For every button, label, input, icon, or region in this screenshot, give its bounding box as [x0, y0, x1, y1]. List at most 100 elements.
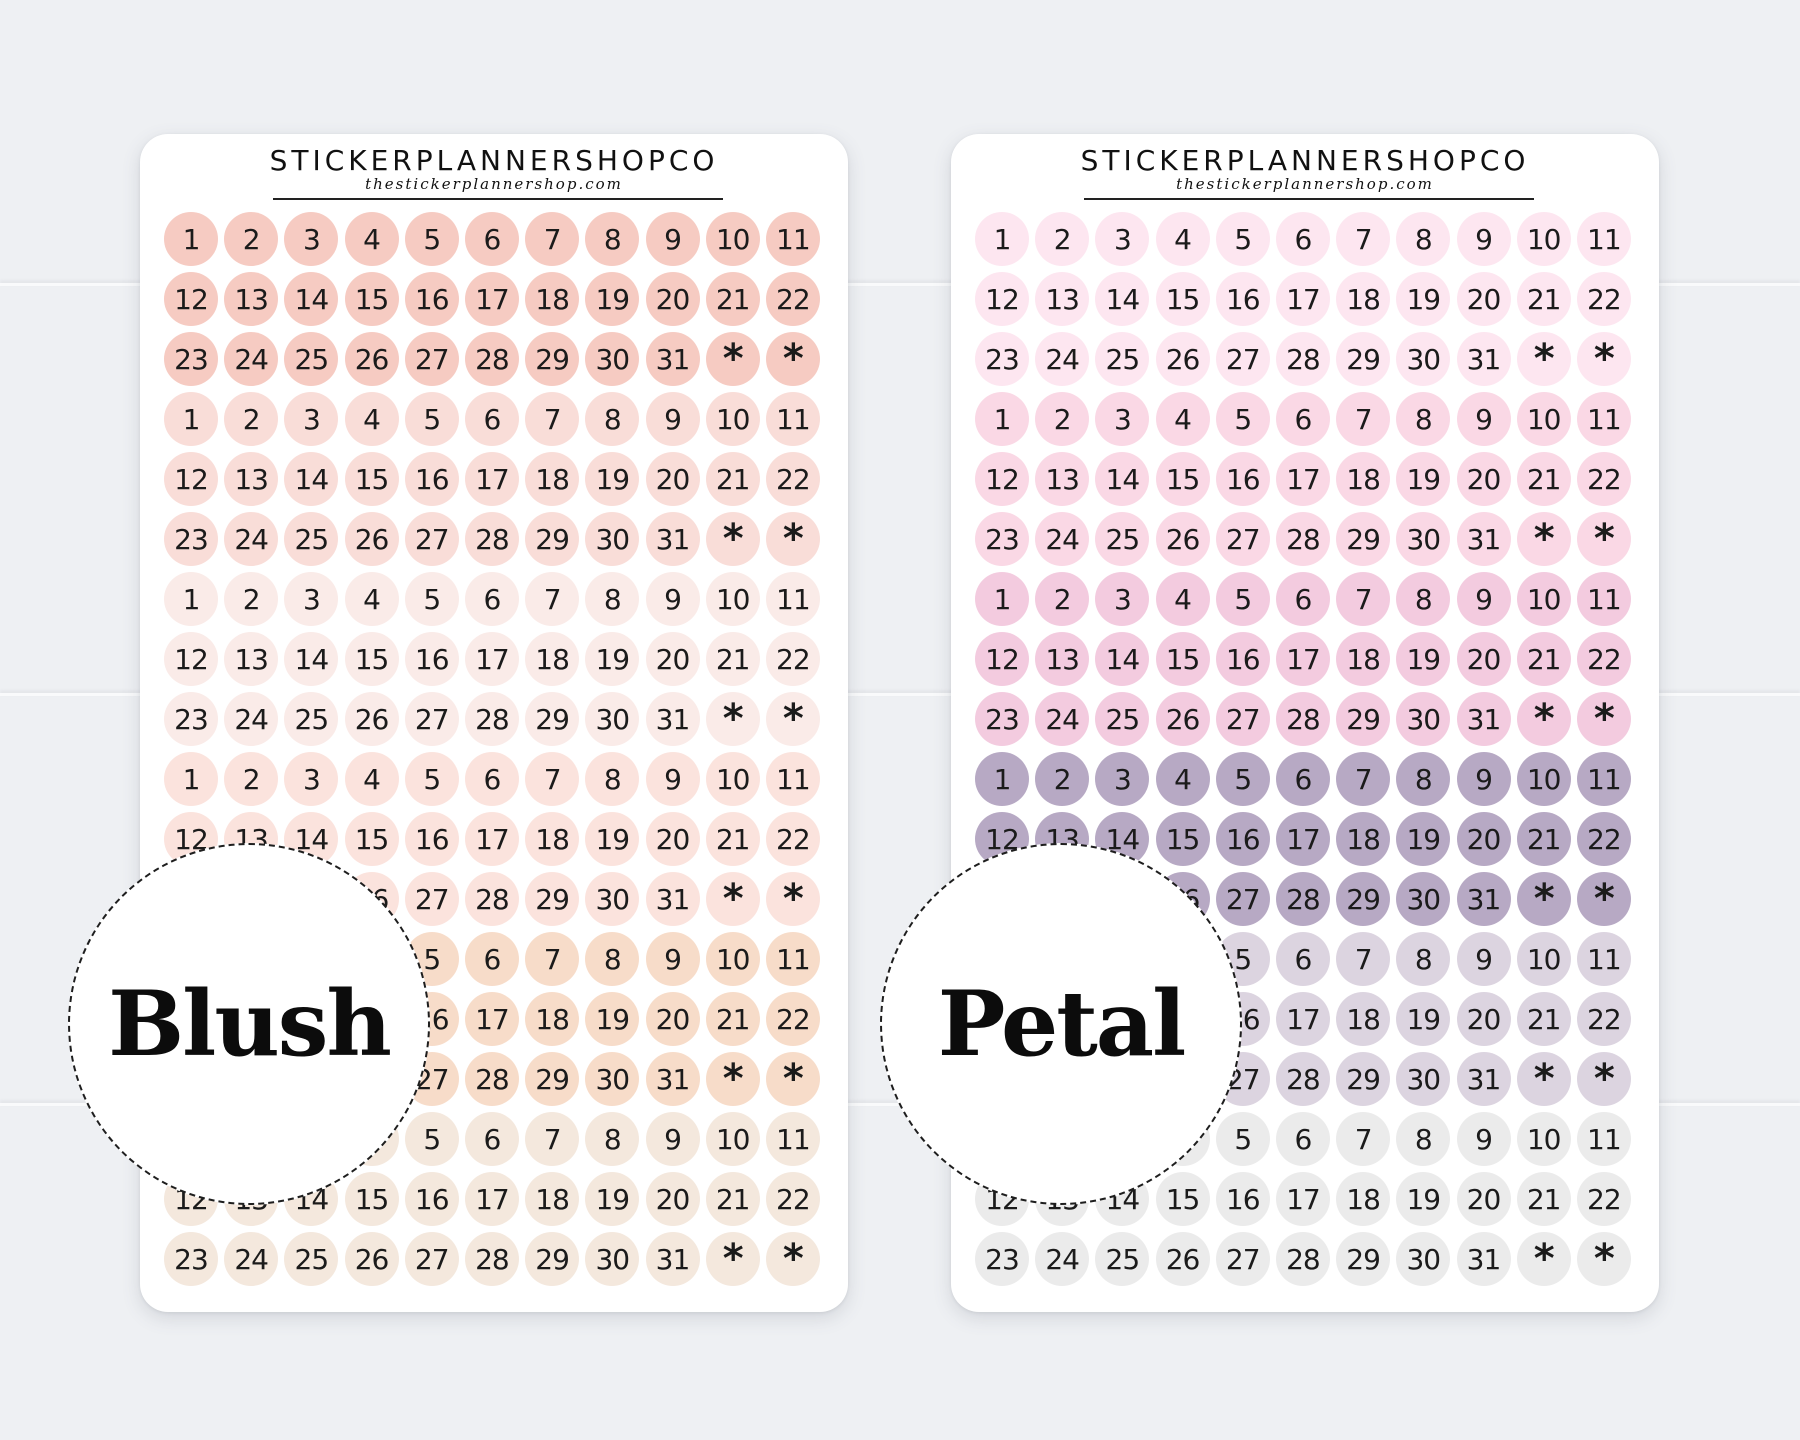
- sticker-dot: 16: [1215, 452, 1270, 506]
- brand-url: thestickerplannershop.com: [1176, 175, 1434, 193]
- sticker-dot: 30: [1396, 1052, 1451, 1106]
- sticker-dot: 18: [525, 272, 580, 326]
- sticker-dot: 31: [645, 332, 700, 386]
- sticker-dot: 28: [1275, 1052, 1330, 1106]
- sticker-dot: 27: [404, 1232, 459, 1286]
- sticker-dot: 30: [1396, 1232, 1451, 1286]
- sticker-dot: 5: [1215, 572, 1270, 626]
- sticker-dot-asterisk: *: [765, 692, 820, 746]
- sticker-dot: 14: [284, 632, 339, 686]
- sticker-dot: 27: [404, 872, 459, 926]
- sticker-dot: 29: [525, 332, 580, 386]
- sticker-dot: 15: [1155, 632, 1210, 686]
- sticker-dot: 18: [1336, 632, 1391, 686]
- sticker-dot: 30: [1396, 512, 1451, 566]
- sticker-dot: 13: [1035, 452, 1090, 506]
- sticker-dot: 30: [585, 692, 640, 746]
- sticker-dot: 16: [1215, 812, 1270, 866]
- sticker-dot: 11: [765, 932, 820, 986]
- sticker-dot: 17: [464, 272, 519, 326]
- sticker-dot: 16: [404, 1172, 459, 1226]
- sticker-dot: 26: [1155, 512, 1210, 566]
- sticker-dot: 10: [705, 1112, 760, 1166]
- sticker-dot-asterisk: *: [765, 332, 820, 386]
- sticker-dot: 3: [284, 392, 339, 446]
- sticker-dot: 11: [765, 392, 820, 446]
- sticker-dot: 19: [1396, 632, 1451, 686]
- sticker-dot: 26: [1155, 1232, 1210, 1286]
- sticker-grid: 1 2 3 4 5 6 7 8 9 10 11 12 13 14 15 16 17 18 19 20 21 22 23 24 2…: [164, 212, 826, 1286]
- sticker-dot: 9: [645, 752, 700, 806]
- sticker-dot: 21: [1516, 452, 1571, 506]
- sticker-dot: 7: [1336, 1112, 1391, 1166]
- sticker-dot: 24: [1035, 512, 1090, 566]
- sticker-dot: 4: [1155, 392, 1210, 446]
- sticker-dot: 2: [1035, 392, 1090, 446]
- sticker-dot: 3: [284, 572, 339, 626]
- sticker-dot: 11: [1576, 392, 1631, 446]
- sticker-sheet-petal: STICKERPLANNERSHOPCO thestickerplannersh…: [951, 134, 1659, 1312]
- sticker-dot: 2: [1035, 752, 1090, 806]
- sticker-dot: 22: [765, 812, 820, 866]
- sticker-dot: 30: [1396, 692, 1451, 746]
- sticker-dot: 27: [1215, 332, 1270, 386]
- sticker-dot: 6: [1275, 1112, 1330, 1166]
- sticker-dot: 20: [1456, 632, 1511, 686]
- sticker-dot: 24: [224, 332, 279, 386]
- sticker-dot-asterisk: *: [1576, 1232, 1631, 1286]
- sticker-dot-asterisk: *: [765, 872, 820, 926]
- sticker-dot: 5: [404, 1112, 459, 1166]
- sticker-dot: 3: [1095, 572, 1150, 626]
- sticker-dot: 12: [975, 452, 1029, 506]
- sticker-dot: 9: [645, 212, 700, 266]
- sticker-dot: 20: [1456, 992, 1511, 1046]
- sticker-dot: 27: [1215, 1232, 1270, 1286]
- sticker-dot: 21: [705, 992, 760, 1046]
- sticker-dot: 9: [1456, 572, 1511, 626]
- sticker-dot: 16: [404, 632, 459, 686]
- sticker-dot: 8: [585, 752, 640, 806]
- sticker-dot: 31: [645, 512, 700, 566]
- sticker-dot: 29: [525, 692, 580, 746]
- sticker-dot: 4: [344, 212, 399, 266]
- sticker-dot: 19: [1396, 1172, 1451, 1226]
- sticker-dot: 18: [1336, 812, 1391, 866]
- sticker-dot: 11: [1576, 212, 1631, 266]
- sticker-dot: 17: [464, 992, 519, 1046]
- sticker-dot: 12: [975, 272, 1029, 326]
- sticker-dot: 1: [164, 752, 218, 806]
- sticker-dot: 4: [344, 392, 399, 446]
- brand-name: STICKERPLANNERSHOPCO: [269, 144, 719, 177]
- sticker-dot: 13: [224, 452, 279, 506]
- sticker-dot: 7: [1336, 932, 1391, 986]
- sticker-dot: 4: [1155, 212, 1210, 266]
- sticker-dot: 10: [705, 212, 760, 266]
- sticker-dot-asterisk: *: [1516, 1232, 1571, 1286]
- sticker-dot: 29: [1336, 512, 1391, 566]
- sticker-dot: 22: [1576, 812, 1631, 866]
- sticker-dot-asterisk: *: [765, 1232, 820, 1286]
- sticker-dot: 4: [1155, 572, 1210, 626]
- sticker-dot: 6: [464, 212, 519, 266]
- sticker-dot: 24: [1035, 332, 1090, 386]
- sticker-dot: 25: [284, 1232, 339, 1286]
- sticker-dot: 22: [1576, 992, 1631, 1046]
- sticker-dot: 31: [1456, 512, 1511, 566]
- sticker-dot: 17: [1275, 452, 1330, 506]
- sticker-dot: 1: [164, 392, 218, 446]
- sticker-dot: 28: [1275, 692, 1330, 746]
- sticker-dot: 3: [284, 212, 339, 266]
- sticker-dot-asterisk: *: [705, 692, 760, 746]
- sticker-dot: 14: [1095, 452, 1150, 506]
- sticker-dot: 22: [1576, 452, 1631, 506]
- sticker-dot: 16: [1215, 272, 1270, 326]
- sticker-dot: 28: [1275, 332, 1330, 386]
- sticker-dot: 16: [404, 272, 459, 326]
- sticker-dot: 7: [1336, 752, 1391, 806]
- sticker-dot: 2: [224, 572, 279, 626]
- sticker-dot: 30: [585, 512, 640, 566]
- sticker-dot: 28: [1275, 872, 1330, 926]
- sticker-dot: 22: [765, 452, 820, 506]
- sticker-dot: 17: [464, 812, 519, 866]
- sticker-dot: 5: [1215, 1112, 1270, 1166]
